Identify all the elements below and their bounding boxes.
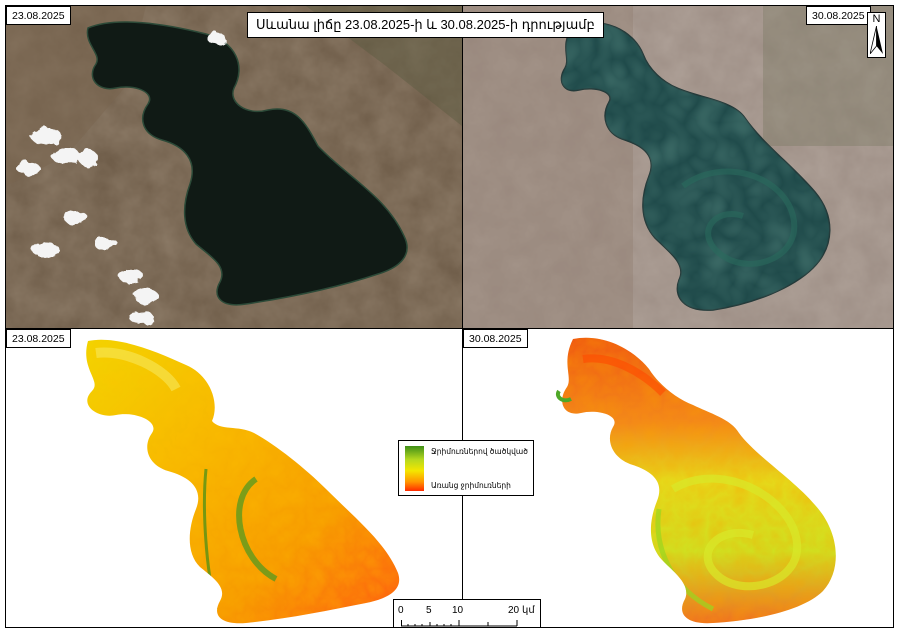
scale-tick: 10 — [452, 605, 464, 616]
map-title: Սևանա լիճը 23.08.2025-ի և 30.08.2025-ի դ… — [247, 12, 604, 38]
date-label-top-left: 23.08.2025 — [6, 6, 71, 25]
vertical-divider — [462, 6, 463, 627]
date-label-bottom-left: 23.08.2025 — [6, 329, 71, 348]
lake-sevan-shape — [86, 21, 408, 306]
scale-tick: 0 — [398, 605, 404, 616]
horizontal-divider — [6, 328, 893, 329]
scale-unit: կմ — [522, 605, 535, 616]
legend-label-low: Առանց ջրիմուռների — [431, 481, 511, 490]
satellite-image-23-08 — [6, 6, 462, 328]
date-label-top-right: 30.08.2025 — [806, 6, 871, 25]
satellite-image-30-08 — [463, 6, 893, 328]
algae-map-30-08 — [463, 329, 893, 627]
scale-bar: 0 5 10 20 կմ — [393, 599, 541, 627]
legend-color-ramp — [405, 446, 424, 491]
date-label-bottom-right: 30.08.2025 — [463, 329, 528, 348]
algae-map-23-08 — [6, 329, 462, 627]
north-arrow: N — [867, 12, 886, 58]
north-label: N — [872, 13, 881, 25]
legend: Ջրիմուռներով ծածկված Առանց ջրիմուռների — [398, 440, 534, 496]
north-arrow-icon — [870, 26, 883, 54]
map-frame: 23.08.2025 30.08.2025 23.08.2025 30.08.2… — [5, 5, 894, 628]
scale-tick: 20 — [508, 605, 520, 616]
scale-bar-graphic — [401, 620, 518, 627]
scale-tick: 5 — [426, 605, 432, 616]
legend-label-high: Ջրիմուռներով ծածկված — [431, 447, 528, 456]
